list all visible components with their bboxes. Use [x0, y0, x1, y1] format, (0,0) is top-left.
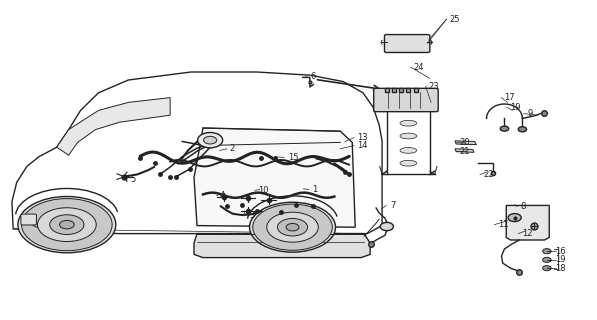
- Ellipse shape: [18, 196, 116, 253]
- Ellipse shape: [543, 249, 551, 254]
- Text: 18: 18: [555, 264, 566, 273]
- Text: 8: 8: [521, 202, 526, 211]
- Polygon shape: [194, 234, 370, 258]
- FancyBboxPatch shape: [384, 35, 430, 52]
- Text: 25: 25: [450, 15, 460, 24]
- Text: 11: 11: [498, 220, 509, 229]
- Text: 13: 13: [357, 133, 368, 142]
- Ellipse shape: [278, 219, 307, 236]
- Polygon shape: [12, 72, 382, 234]
- Polygon shape: [194, 128, 355, 227]
- Polygon shape: [455, 141, 476, 145]
- Text: 15: 15: [288, 153, 298, 162]
- Ellipse shape: [198, 132, 223, 148]
- Ellipse shape: [543, 266, 551, 271]
- Ellipse shape: [38, 208, 96, 242]
- Polygon shape: [455, 149, 474, 152]
- Ellipse shape: [400, 133, 417, 139]
- Ellipse shape: [267, 212, 318, 242]
- Ellipse shape: [400, 160, 417, 166]
- Text: 6: 6: [310, 72, 316, 81]
- Text: 3: 3: [250, 211, 255, 220]
- Ellipse shape: [400, 148, 417, 153]
- FancyBboxPatch shape: [21, 214, 36, 225]
- Text: 1: 1: [312, 185, 317, 194]
- Text: 10: 10: [258, 186, 269, 195]
- Text: 21: 21: [460, 147, 470, 156]
- Polygon shape: [506, 205, 549, 240]
- Text: 19: 19: [555, 255, 566, 264]
- Ellipse shape: [50, 215, 84, 235]
- Ellipse shape: [400, 120, 417, 126]
- Text: 12: 12: [522, 229, 533, 238]
- Text: 24: 24: [414, 63, 424, 72]
- Text: 19: 19: [510, 103, 521, 112]
- Ellipse shape: [543, 257, 551, 262]
- Ellipse shape: [518, 127, 527, 132]
- Text: 20: 20: [460, 138, 470, 147]
- Text: 16: 16: [555, 247, 566, 256]
- Ellipse shape: [21, 199, 112, 251]
- Ellipse shape: [500, 126, 509, 131]
- Ellipse shape: [253, 204, 333, 250]
- Text: 4: 4: [220, 191, 225, 200]
- Text: 17: 17: [504, 93, 515, 102]
- Text: 14: 14: [357, 141, 368, 150]
- Ellipse shape: [508, 214, 521, 221]
- Text: 5: 5: [130, 175, 136, 184]
- Text: 23: 23: [429, 82, 439, 91]
- Text: 22: 22: [484, 170, 494, 179]
- Ellipse shape: [380, 222, 393, 231]
- Polygon shape: [57, 98, 170, 155]
- Text: 7: 7: [390, 201, 395, 210]
- Ellipse shape: [204, 136, 217, 144]
- Ellipse shape: [60, 220, 74, 229]
- Ellipse shape: [286, 223, 299, 231]
- FancyBboxPatch shape: [374, 88, 438, 112]
- Text: 9: 9: [527, 109, 533, 118]
- Ellipse shape: [250, 202, 336, 252]
- Text: 2: 2: [230, 144, 235, 153]
